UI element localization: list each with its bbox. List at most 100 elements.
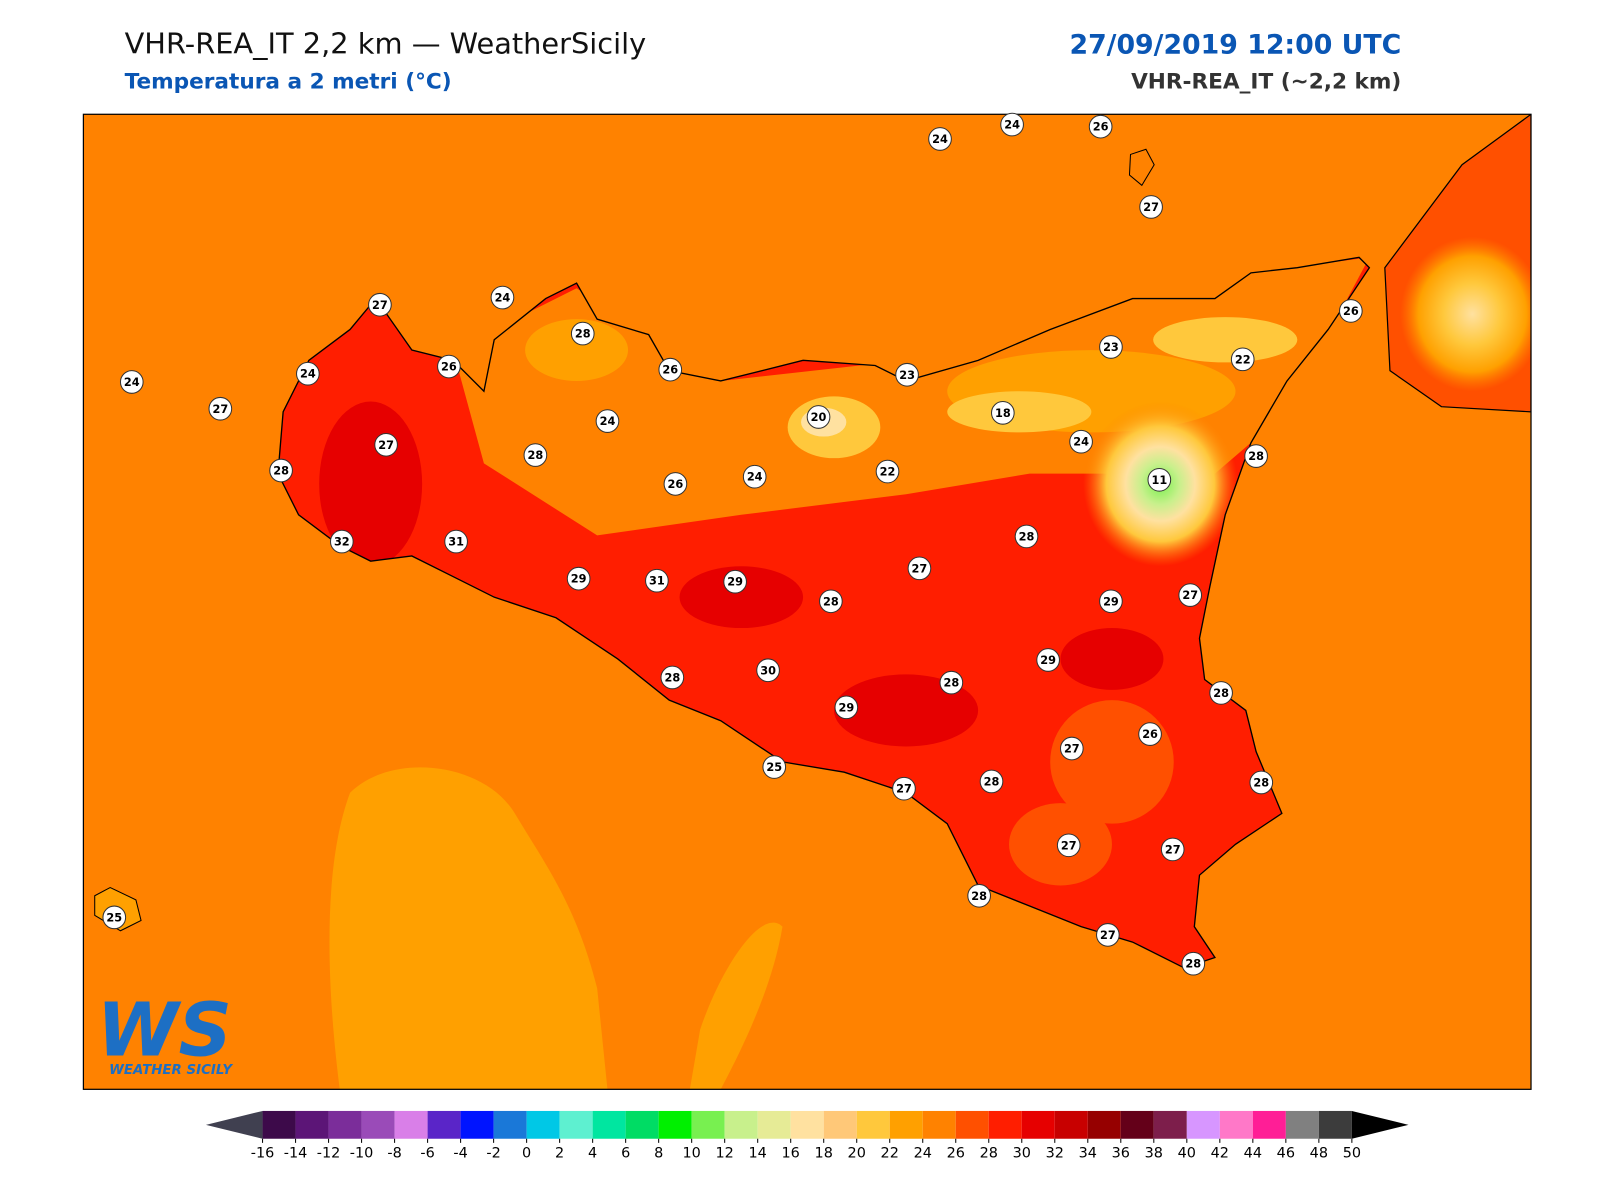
station-value: 24 (747, 470, 763, 484)
station-marker (1099, 335, 1123, 359)
station-value: 27 (372, 298, 388, 312)
colorbar-segment (394, 1110, 428, 1139)
station-marker (1014, 524, 1039, 549)
colorbar-tick-label: 2 (555, 1145, 564, 1161)
station-value: 23 (899, 368, 915, 382)
station-value: 27 (912, 561, 928, 575)
colorbar-tick-label: 12 (716, 1145, 734, 1161)
station-marker (296, 361, 320, 386)
colorbar-segment (823, 1110, 857, 1139)
calabria-cool (1400, 236, 1532, 392)
station-value: 11 (1151, 473, 1167, 487)
colorbar-tick-label: -8 (387, 1145, 401, 1161)
station-value: 25 (766, 760, 782, 774)
station-value: 28 (971, 889, 987, 903)
station-value: 22 (1235, 352, 1251, 366)
station-marker (490, 285, 515, 310)
colorbar-tick-label: 42 (1211, 1145, 1229, 1161)
station-marker (742, 464, 767, 489)
colorbar: -16 -14 -12 -10 -8 -6 -4 -2 0 2 4 6 8 10 12 14 16 18 20 22 2… (205, 1110, 1409, 1161)
colorbar-segment (1153, 1110, 1187, 1139)
colorbar-tick-label: 46 (1277, 1145, 1295, 1161)
colorbar-tick-label: 34 (1079, 1145, 1097, 1161)
station-value: 25 (106, 910, 122, 924)
station-marker (895, 362, 919, 387)
station-marker (1147, 467, 1172, 492)
station-value: 29 (838, 700, 854, 714)
station-marker (762, 755, 787, 779)
station-value: 28 (664, 670, 680, 684)
cool-sea (689, 922, 783, 1090)
colorbar-segment (1087, 1110, 1121, 1139)
station-value: 26 (662, 363, 678, 377)
colorbar-tick-label: 14 (749, 1145, 767, 1161)
colorbar-segment (625, 1110, 659, 1139)
colorbar-segment (889, 1110, 923, 1139)
colorbar-tick-label: -2 (486, 1145, 500, 1161)
colorbar-segment (790, 1110, 824, 1139)
station-value: 27 (896, 782, 912, 796)
station-value: 28 (943, 676, 959, 690)
colorbar-segment (1285, 1110, 1319, 1139)
colorbar-tick-label: 48 (1310, 1145, 1328, 1161)
model-label: VHR-REA_IT (~2,2 km) (1131, 70, 1401, 95)
island (1128, 148, 1155, 187)
station-value: 24 (1073, 435, 1089, 449)
station-marker (1138, 722, 1162, 746)
colorbar-tick-label: -10 (350, 1145, 374, 1161)
station-marker (437, 354, 461, 379)
cool-sea (329, 767, 608, 1090)
station-marker (1000, 112, 1024, 137)
station-value: 28 (1019, 529, 1035, 543)
colorbar-segment (493, 1110, 527, 1139)
station-marker (1338, 299, 1363, 323)
station-marker (819, 589, 843, 614)
station-value: 27 (1061, 838, 1077, 852)
station-marker (1160, 837, 1185, 862)
station-marker (892, 776, 916, 801)
subtitle: Temperatura a 2 metri (°C) (125, 70, 452, 95)
station-value: 27 (1100, 928, 1116, 942)
colorbar-tick-label: 38 (1145, 1145, 1163, 1161)
station-marker (1036, 648, 1060, 672)
station-value: 31 (448, 535, 464, 549)
station-value: 26 (441, 360, 457, 374)
colorbar-tick-label: 40 (1178, 1145, 1196, 1161)
station-value: 22 (880, 465, 896, 479)
station-marker (967, 883, 991, 908)
colorbar-segment (1186, 1110, 1220, 1139)
colorbar-tick-label: 4 (588, 1145, 597, 1161)
colorbar-tick-label: 10 (683, 1145, 701, 1161)
station-marker (1099, 589, 1123, 614)
station-value: 26 (1343, 304, 1359, 318)
station-marker (723, 569, 747, 594)
station-value: 28 (1253, 775, 1269, 789)
station-value: 27 (1165, 842, 1181, 856)
colorbar-segment (856, 1110, 890, 1139)
colorbar-segment (1120, 1110, 1154, 1139)
station-value: 27 (378, 438, 394, 452)
station-marker (570, 321, 595, 346)
station-marker (374, 432, 398, 457)
station-marker (208, 396, 233, 421)
map-frame (82, 113, 1532, 1090)
station-value: 24 (495, 291, 511, 305)
station-value: 29 (571, 572, 587, 586)
colorbar-segment (1219, 1110, 1253, 1139)
colorbar-segment (361, 1110, 395, 1139)
station-marker (907, 556, 932, 581)
station-marker (663, 472, 688, 496)
colorbar-segment (922, 1110, 956, 1139)
colorbar-segment (262, 1110, 296, 1139)
station-marker (1056, 833, 1081, 858)
title: VHR-REA_IT 2,2 km — WeatherSicily (125, 27, 647, 61)
colorbar-segment (592, 1110, 626, 1139)
station-marker (645, 568, 669, 593)
station-value: 23 (1103, 340, 1119, 354)
station-marker (834, 695, 859, 720)
station-value: 24 (932, 132, 948, 146)
station-marker (1244, 444, 1268, 468)
station-marker (1249, 770, 1274, 795)
